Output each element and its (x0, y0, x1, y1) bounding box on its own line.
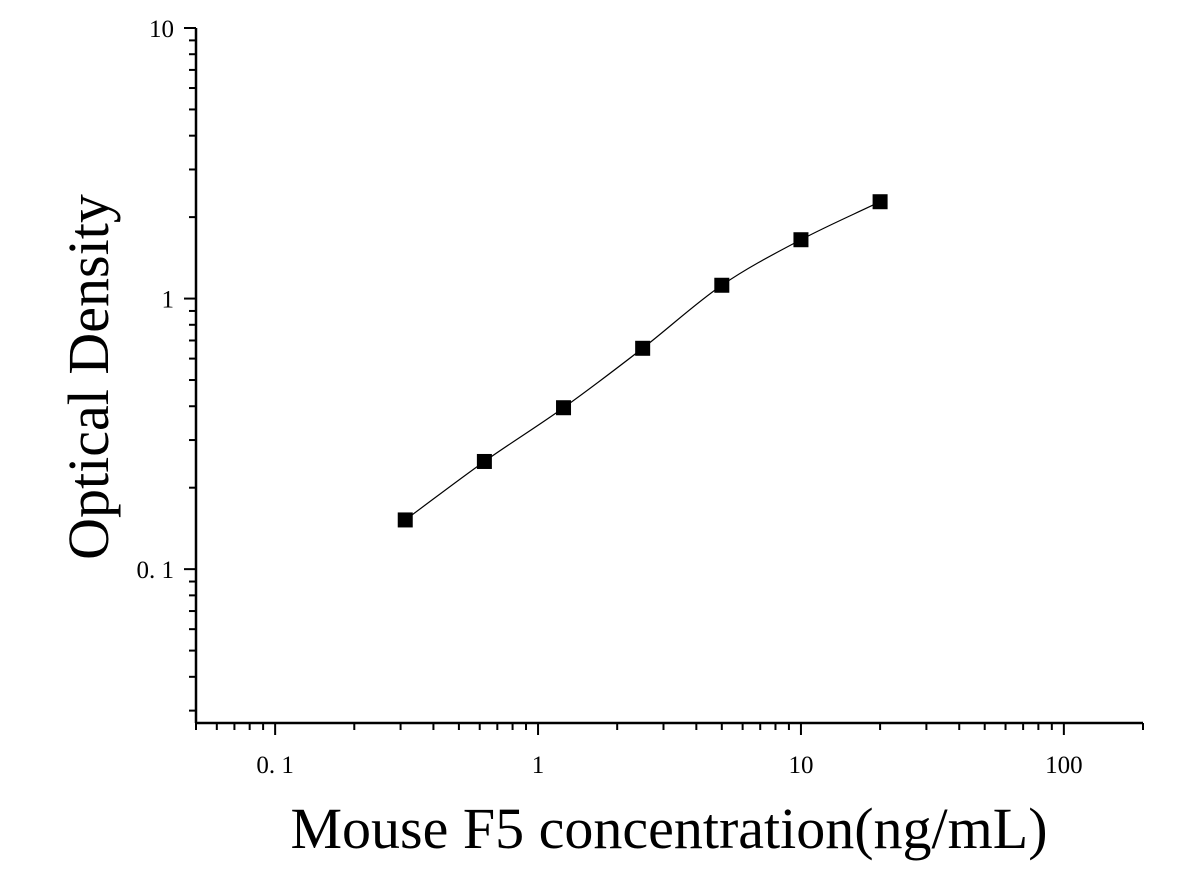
data-point (476, 453, 492, 469)
x-axis-title: Mouse F5 concentration(ng/mL) (290, 796, 1047, 861)
x-tick-label: 0. 1 (256, 752, 294, 779)
ticks (184, 27, 1144, 735)
axes (194, 28, 1143, 725)
x-tick-label: 10 (788, 752, 813, 779)
x-tick-label: 100 (1045, 752, 1083, 779)
data-points (397, 194, 888, 528)
y-tick-label: 0. 1 (137, 557, 175, 584)
fit-curve (404, 201, 881, 521)
y-tick-label: 10 (149, 16, 174, 43)
y-tick-label: 1 (162, 287, 175, 314)
data-point (793, 232, 809, 248)
data-point (714, 277, 730, 293)
data-point (635, 340, 651, 356)
y-axis-title: Optical Density (56, 194, 121, 560)
x-tick-label: 1 (532, 752, 545, 779)
tick-labels: 0. 1 1 10 100 0. 1 1 10 (137, 16, 1083, 779)
data-point (556, 400, 572, 416)
data-point (872, 194, 888, 210)
data-point (397, 512, 413, 528)
fit-curve-group (404, 201, 881, 521)
